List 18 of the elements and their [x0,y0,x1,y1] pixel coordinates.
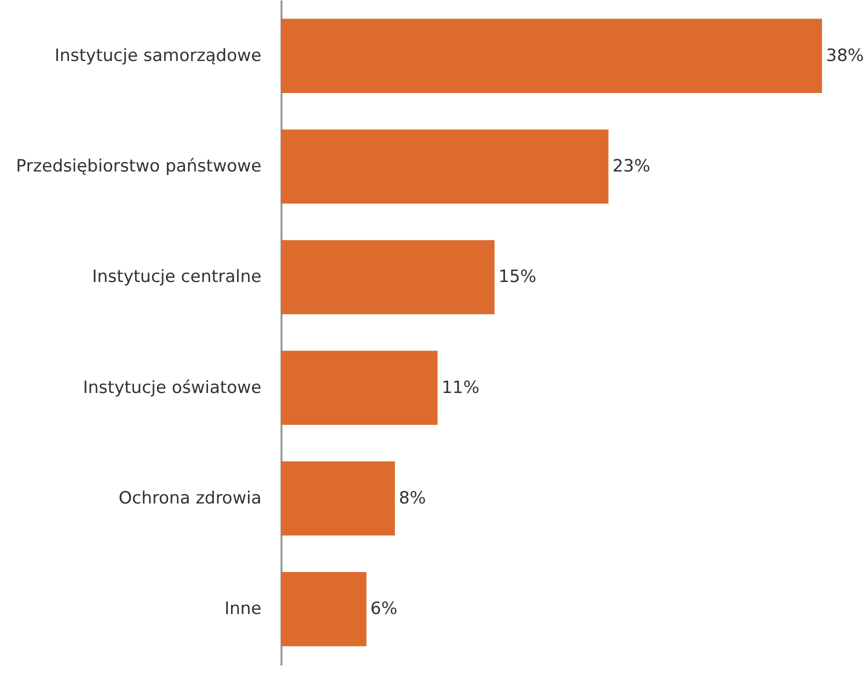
y-tick-label: Instytucje oświatowe [83,378,262,398]
y-tick-label: Instytucje samorządowe [54,46,262,66]
y-tick-label: Ochrona zdrowia [118,488,262,508]
data-label: 15% [498,267,536,288]
bar [281,350,438,425]
bar [281,461,395,536]
data-label: 11% [442,378,480,398]
bar [281,240,495,314]
bar [281,129,608,204]
data-label: 6% [370,599,398,620]
bar [281,18,822,93]
data-label: 38% [826,46,864,66]
data-label: 8% [398,488,426,508]
y-tick-label: Przedsiębiorstwo państwowe [16,156,262,177]
bar [281,572,366,646]
data-label: 23% [612,156,650,177]
y-tick-label: Inne [224,599,262,620]
y-tick-label: Instytucje centralne [92,267,262,288]
